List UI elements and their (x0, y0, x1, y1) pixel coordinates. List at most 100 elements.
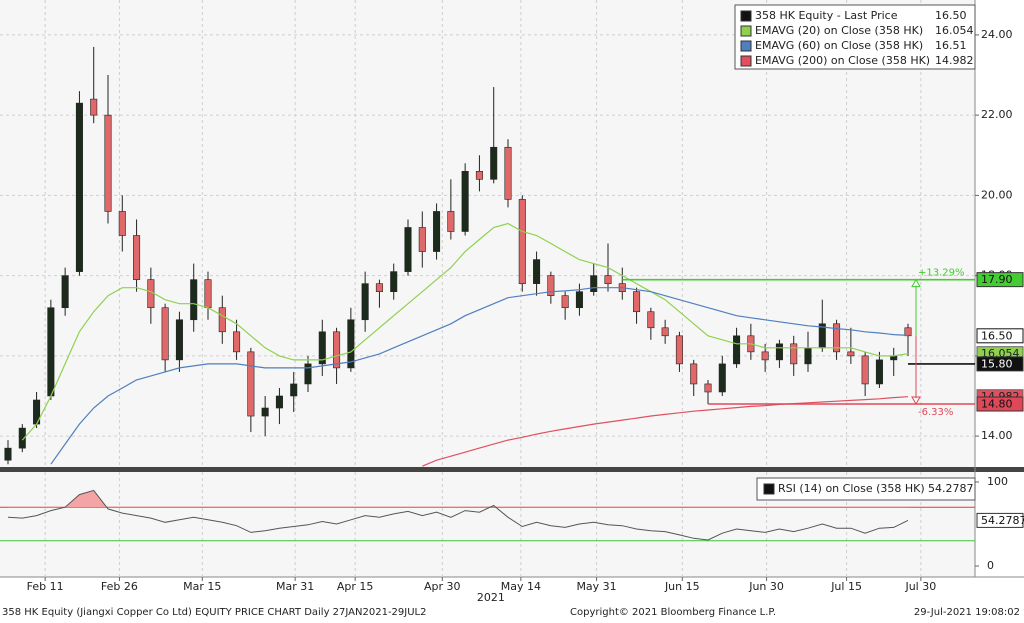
legend-swatch (763, 483, 775, 495)
candle-body (161, 307, 169, 361)
candle-body (904, 327, 912, 337)
legend-name: EMAVG (20) on Close (358 HK) (755, 24, 923, 37)
x-tick-label: May 14 (501, 580, 541, 593)
candle-body (447, 211, 455, 232)
candle-body (661, 327, 669, 337)
overlay: 358 HK Equity - Last Price 16.50 EMAVG (20… (734, 4, 1024, 528)
candle-body (475, 171, 483, 180)
candle-body (233, 331, 241, 353)
candle-body (104, 114, 112, 212)
price-panel (0, 0, 975, 468)
candle-body (761, 351, 769, 361)
legend-swatch (740, 10, 752, 22)
x-tick-label: Apr 15 (337, 580, 374, 593)
candle-body (733, 335, 741, 365)
y-tick-label: 24.00 (981, 28, 1013, 41)
y-tick-label: 0 (987, 559, 994, 572)
legend-value: 16.51 (935, 39, 967, 52)
candle-body (290, 383, 298, 397)
price-box-label: 14.80 (981, 398, 1013, 411)
price-box (976, 512, 1024, 528)
change-arrow-head (911, 396, 921, 406)
rsi-line (7, 489, 909, 541)
ema-line (50, 287, 909, 465)
price-box-label: 16.50 (981, 329, 1013, 342)
legend-value: 16.50 (935, 9, 967, 22)
candle-body (690, 363, 698, 385)
ema-line (422, 396, 909, 467)
legend-value: 54.2787 (928, 482, 974, 495)
candle-body (875, 359, 883, 385)
candle-body (75, 102, 83, 272)
candle-body (861, 355, 869, 385)
x-tick-label: Jun 15 (664, 580, 700, 593)
candle-body (833, 323, 841, 353)
candle-body (347, 319, 355, 369)
candle-body (490, 146, 498, 180)
candle-body (275, 395, 283, 409)
candle-body (804, 347, 812, 365)
ema-line (21, 222, 909, 441)
candle-body (647, 311, 655, 329)
candle-body (418, 227, 426, 252)
y-tick-label: 22.00 (981, 108, 1013, 121)
candle-body (375, 283, 383, 292)
x-tick-label: Feb 26 (101, 580, 138, 593)
candle-body (261, 407, 269, 417)
candle-body (175, 319, 183, 361)
candle-body (675, 335, 683, 365)
candle-body (61, 275, 69, 309)
price-box (976, 356, 1024, 372)
candle-body (461, 171, 469, 232)
legend-value: 14.982 (935, 54, 974, 67)
price-box-label: 17.90 (981, 273, 1013, 286)
candle-body (775, 343, 783, 361)
year-label: 2021 (477, 591, 505, 604)
price-box-label: 15.80 (981, 357, 1013, 370)
candle-body (704, 383, 712, 393)
legend-swatch (740, 25, 752, 37)
candle-body (518, 199, 526, 284)
legend-value: 16.054 (935, 24, 974, 37)
candle-body (575, 291, 583, 309)
candle-body (333, 331, 341, 369)
candle-body (190, 279, 198, 321)
y-tick-label: 14.00 (981, 429, 1013, 442)
footer-bar (0, 604, 1024, 619)
candle-body (361, 283, 369, 321)
candle-body (133, 235, 141, 280)
candle-body (304, 363, 312, 385)
legend-name: EMAVG (60) on Close (358 HK) (755, 39, 923, 52)
candle-body (318, 331, 326, 365)
footer-left: 358 HK Equity (Jiangxi Copper Co Ltd) EQ… (2, 607, 426, 618)
x-tick-label: Jul 15 (830, 580, 862, 593)
candle-body (604, 275, 612, 284)
price-box-label: 54.2787 (981, 514, 1024, 527)
candle-body (790, 343, 798, 365)
marks: +13.29% -6.33% (4, 46, 975, 541)
x-tick-label: Jun 30 (748, 580, 784, 593)
footer-center: Copyright© 2021 Bloomberg Finance L.P. (570, 607, 776, 618)
candle-body (47, 307, 55, 397)
price-box (976, 272, 1024, 288)
rsi-legend (756, 477, 976, 501)
legend-swatch (740, 55, 752, 67)
panel-divider (0, 467, 1024, 472)
y-tick-label: 100 (987, 475, 1008, 488)
candle-body (433, 211, 441, 252)
candle-body (204, 279, 212, 309)
candle-body (561, 295, 569, 309)
candle-body (118, 211, 126, 236)
legend (734, 4, 976, 70)
candle-body (18, 427, 26, 449)
candle-body (147, 279, 155, 309)
x-tick-label: Apr 30 (424, 580, 461, 593)
candle-body (247, 351, 255, 417)
candle-body (4, 447, 12, 461)
candle-body (504, 146, 512, 200)
legend-swatch (740, 40, 752, 52)
candle-body (847, 351, 855, 357)
candle-body (390, 271, 398, 292)
x-tick-label: Jul 30 (904, 580, 936, 593)
change-arrow-head (911, 278, 921, 288)
